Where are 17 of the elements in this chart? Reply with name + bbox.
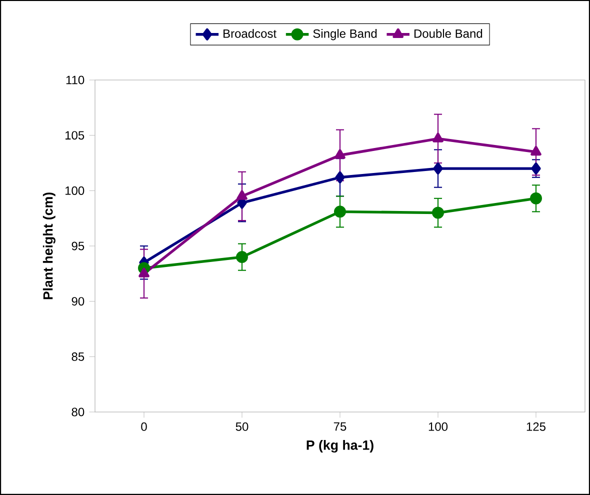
y-tick-label: 105 (66, 131, 84, 140)
x-tick-label: 0 (141, 422, 147, 431)
x-tick-label: 50 (236, 422, 248, 431)
y-tick-label: 110 (66, 76, 84, 84)
y-tick-label: 80 (72, 408, 84, 416)
y-tick-label: 90 (72, 297, 84, 306)
x-tick-label: 100 (428, 422, 448, 431)
y-axis-title: Plant height (cm) (42, 192, 56, 300)
y-tick-label: 95 (72, 242, 84, 250)
x-tick-label: 125 (526, 422, 546, 431)
y-tick-label: 100 (66, 186, 84, 195)
legend-label: Single Band (313, 29, 377, 40)
legend-label: Broadcost (224, 29, 276, 38)
x-axis-title: P (kg ha-1) (306, 440, 374, 453)
legend-label: Double Band (414, 29, 482, 38)
x-tick-label: 75 (334, 422, 346, 431)
y-tick-label: 85 (72, 352, 84, 361)
